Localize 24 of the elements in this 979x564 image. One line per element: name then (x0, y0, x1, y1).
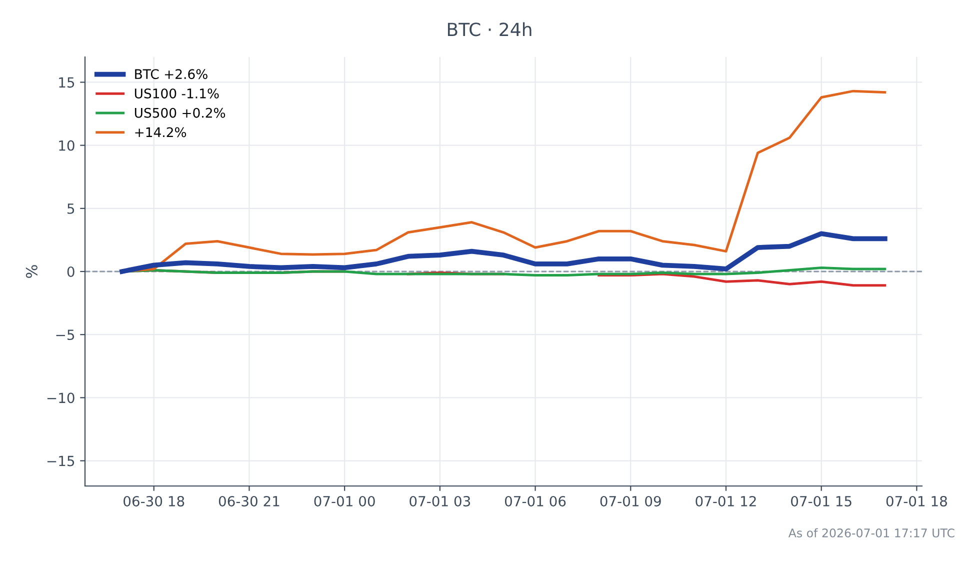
legend-label: US500 +0.2% (134, 108, 226, 118)
x-tick-label: 06-30 21 (218, 496, 280, 506)
text: As of 2026-07-01 17:17 UTC (788, 528, 954, 538)
x-tick-label: 07-01 00 (314, 496, 375, 506)
y-axis-title: % (26, 265, 38, 278)
x-tick-label: 07-01 06 (504, 496, 566, 506)
x-tick-label: 06-30 18 (124, 496, 184, 506)
legend-label: US100 -1.1% (134, 88, 219, 98)
y-tick-label: 10 (59, 140, 74, 151)
y-tick-label: 0 (67, 266, 74, 277)
x-tick-label: 07-01 15 (791, 496, 852, 506)
y-tick-label: −15 (47, 456, 74, 466)
x-tick-label: 07-01 03 (410, 496, 470, 506)
x-tick-label: 07-01 18 (886, 496, 947, 506)
y-tick-label: 5 (68, 204, 74, 214)
x-tick-label: 07-01 09 (600, 496, 661, 506)
x-tick-label: 07-01 12 (696, 496, 756, 506)
y-tick-label: 15 (59, 77, 74, 88)
y-tick-label: −10 (47, 392, 74, 404)
legend-label: +14.2% (135, 127, 186, 138)
line-series (120, 231, 888, 274)
legend-label: BTC +2.6% (135, 69, 208, 80)
y-tick-label: −5 (56, 330, 74, 340)
chart-title: BTC · 24h (448, 22, 532, 36)
